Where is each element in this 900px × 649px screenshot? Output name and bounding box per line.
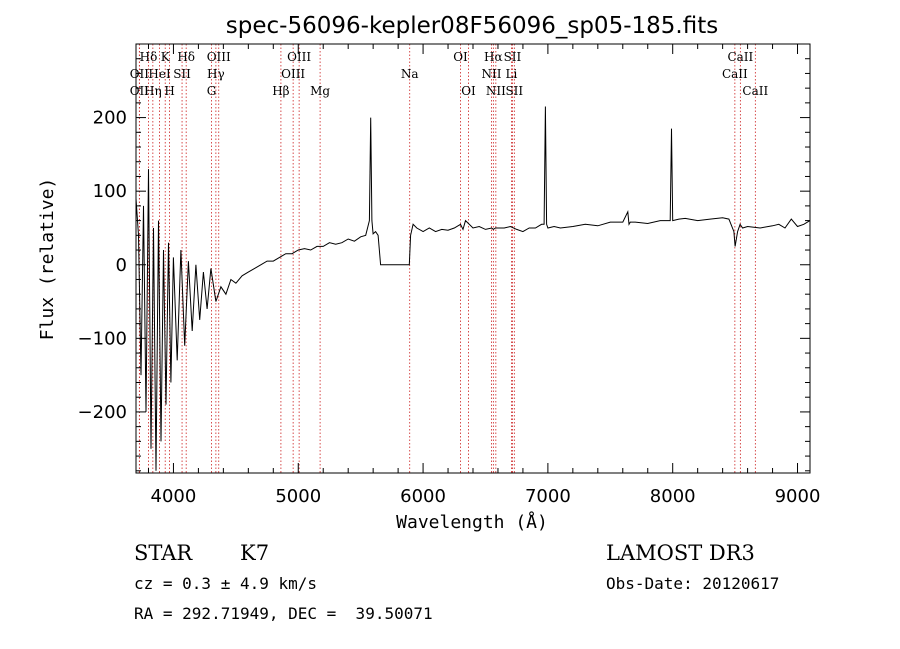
x-tick-label: 4000 <box>151 486 197 507</box>
marker-label: Mg <box>310 84 330 98</box>
x-tick-label: 8000 <box>650 486 696 507</box>
marker-label: OIII <box>281 67 305 81</box>
redshift-text: cz = 0.3 ± 4.9 km/s <box>134 574 317 593</box>
marker-label: Hγ <box>207 67 225 81</box>
marker-label: Hδ <box>177 50 195 64</box>
x-tick-label: 6000 <box>400 486 446 507</box>
x-axis-ticks: 4000 5000 6000 7000 8000 9000 <box>147 44 821 507</box>
marker-label: SII <box>173 67 191 81</box>
y-tick-label: 0 <box>116 255 127 276</box>
marker-label: OIII <box>287 50 311 64</box>
marker-label: SII <box>504 50 522 64</box>
x-tick-label: 7000 <box>525 486 571 507</box>
y-tick-label: −100 <box>78 328 127 349</box>
y-axis-label: Flux (relative) <box>37 178 58 341</box>
marker-label: HeI <box>148 67 171 81</box>
marker-label: Na <box>401 67 419 81</box>
y-tick-label: −200 <box>78 402 127 423</box>
coordinates: RA = 292.71949, DEC = 39.50071 <box>134 604 433 623</box>
y-tick-label: 100 <box>93 181 127 202</box>
y-tick-label: 200 <box>93 108 127 129</box>
marker-label: Hδ <box>140 50 158 64</box>
marker-label: CaII <box>742 84 768 98</box>
marker-label: OII <box>130 84 150 98</box>
obs-date: Obs-Date: 20120617 <box>606 574 779 593</box>
x-tick-label: 5000 <box>275 486 321 507</box>
marker-label: Hβ <box>272 84 289 98</box>
x-axis-label: Wavelength (Å) <box>396 511 548 533</box>
marker-label: NII <box>486 84 506 98</box>
object-subclass: K7 <box>240 541 269 565</box>
marker-label: OII <box>130 67 150 81</box>
marker-label: Li <box>506 67 518 81</box>
x-tick-label: 9000 <box>775 486 821 507</box>
marker-label: NII <box>481 67 501 81</box>
y-axis-ticks: −200 −100 0 100 200 <box>78 43 810 472</box>
survey-name: LAMOST DR3 <box>606 541 755 565</box>
marker-label: Hη <box>144 84 162 98</box>
object-class: STAR <box>134 541 193 565</box>
marker-label: OI <box>461 84 476 98</box>
line-markers <box>138 44 756 473</box>
marker-label: H <box>164 84 174 98</box>
spectrum-line <box>135 106 811 471</box>
marker-label: OIII <box>207 50 231 64</box>
plot-frame <box>135 43 811 474</box>
marker-label: OI <box>453 50 468 64</box>
marker-label: Hα <box>484 50 503 64</box>
marker-label: SII <box>505 84 523 98</box>
chart-title: spec-56096-kepler08F56096_sp05-185.fits <box>226 13 718 39</box>
marker-label: G <box>207 84 217 98</box>
marker-label: CaII <box>727 50 753 64</box>
marker-label: K <box>161 50 171 64</box>
marker-label: CaII <box>722 67 748 81</box>
